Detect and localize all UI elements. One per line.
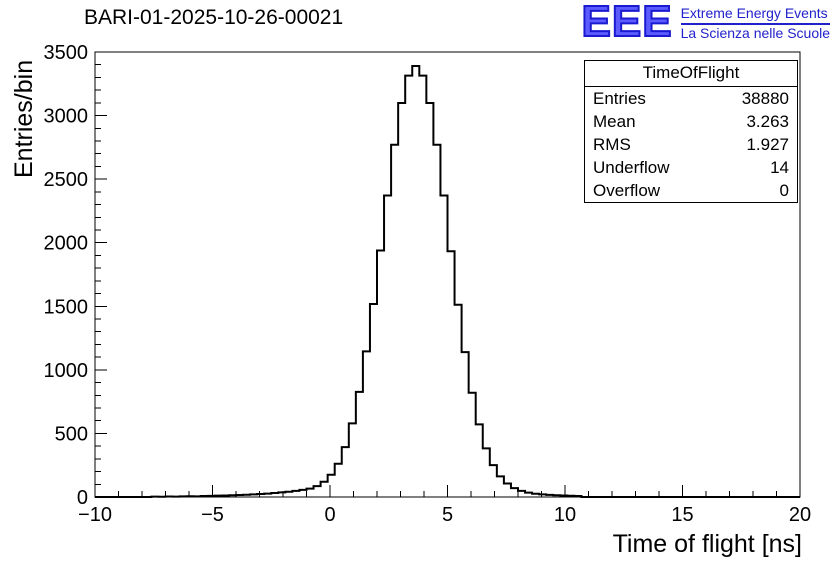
- stats-box: TimeOfFlight Entries 38880 Mean 3.263 RM…: [584, 60, 798, 203]
- stats-row-entries: Entries 38880: [585, 87, 797, 110]
- x-tick-label: 20: [789, 504, 811, 526]
- stats-row-mean: Mean 3.263: [585, 110, 797, 133]
- eee-logo-icon: EEE: [581, 0, 673, 46]
- stats-box-title: TimeOfFlight: [585, 61, 797, 87]
- stats-row-overflow: Overflow 0: [585, 179, 797, 202]
- stats-label: Underflow: [593, 157, 670, 177]
- stats-row-underflow: Underflow 14: [585, 156, 797, 179]
- eee-logo-line2: La Scienza nelle Scuole: [680, 25, 830, 41]
- eee-logo-text: Extreme Energy Events La Scienza nelle S…: [680, 5, 830, 42]
- histogram-line: [95, 64, 800, 498]
- y-tick-label: 0: [77, 487, 88, 509]
- y-tick-label: 500: [55, 423, 88, 445]
- x-tick-label: 0: [324, 504, 335, 526]
- eee-logo: EEE Extreme Energy Events La Scienza nel…: [581, 0, 830, 46]
- stats-value: 0: [779, 180, 789, 200]
- y-tick-label: 1000: [44, 360, 89, 382]
- stats-value: 14: [770, 157, 789, 177]
- y-tick-label: 2000: [44, 233, 89, 255]
- y-axis-title: Entries/bin: [10, 59, 38, 178]
- x-axis-title: Time of flight [ns]: [612, 530, 802, 558]
- stats-label: Overflow: [593, 180, 661, 200]
- stats-row-rms: RMS 1.927: [585, 133, 797, 156]
- x-tick-label: −10: [78, 504, 112, 526]
- y-tick-label: 1500: [44, 296, 89, 318]
- x-tick-label: 15: [671, 504, 693, 526]
- stats-label: Entries: [593, 88, 646, 108]
- stats-value: 38880: [741, 88, 789, 108]
- y-tick-label: 3500: [44, 42, 89, 64]
- y-axis-ticks: 0 500 1000 1500 2000 2500 3000 3500: [44, 42, 107, 509]
- y-tick-label: 2500: [44, 169, 89, 191]
- x-tick-label: −5: [201, 504, 224, 526]
- x-tick-label: 10: [554, 504, 576, 526]
- y-tick-label: 3000: [44, 106, 89, 128]
- x-tick-label: 5: [442, 504, 453, 526]
- plot-title: BARI-01-2025-10-26-00021: [84, 6, 344, 29]
- stats-label: RMS: [593, 134, 631, 154]
- stats-label: Mean: [593, 111, 636, 131]
- stats-value: 1.927: [746, 134, 789, 154]
- x-axis-ticks: −10 −5 0 5 10 15 20: [78, 485, 811, 526]
- eee-logo-line1: Extreme Energy Events: [680, 5, 830, 25]
- stats-value: 3.263: [746, 111, 789, 131]
